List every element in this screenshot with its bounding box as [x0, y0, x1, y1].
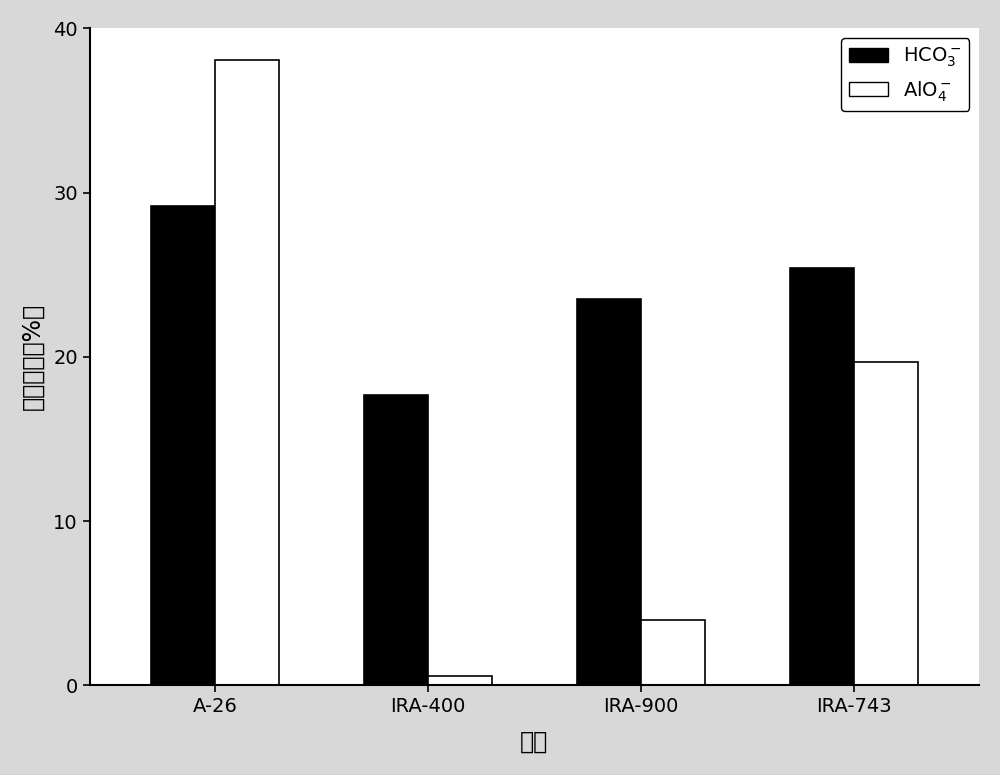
Bar [577, 299, 641, 685]
Bar [854, 362, 918, 685]
Bar [151, 205, 215, 685]
Bar [790, 268, 854, 685]
Bar [215, 60, 279, 685]
Bar [364, 394, 428, 685]
Bar [641, 620, 705, 685]
Legend: $\mathrm{HCO_3^-}$, $\mathrm{AlO_4^-}$: $\mathrm{HCO_3^-}$, $\mathrm{AlO_4^-}$ [841, 38, 969, 112]
Y-axis label: 果糖产率（%）: 果糖产率（%） [21, 303, 45, 411]
X-axis label: 树脂: 树脂 [520, 730, 549, 754]
Bar [428, 677, 492, 685]
